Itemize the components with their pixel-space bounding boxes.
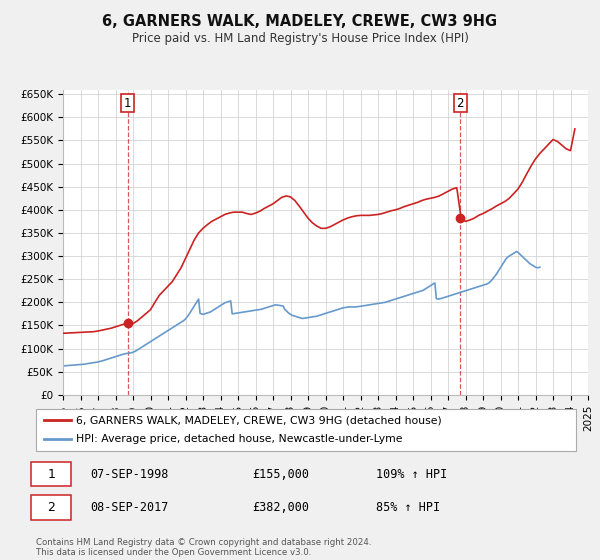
FancyBboxPatch shape — [36, 409, 576, 451]
Text: 2: 2 — [47, 501, 55, 514]
FancyBboxPatch shape — [31, 462, 71, 486]
Text: Price paid vs. HM Land Registry's House Price Index (HPI): Price paid vs. HM Land Registry's House … — [131, 32, 469, 45]
Text: £382,000: £382,000 — [252, 501, 309, 514]
Text: HPI: Average price, detached house, Newcastle-under-Lyme: HPI: Average price, detached house, Newc… — [77, 435, 403, 445]
Text: £155,000: £155,000 — [252, 468, 309, 480]
Text: Contains HM Land Registry data © Crown copyright and database right 2024.
This d: Contains HM Land Registry data © Crown c… — [36, 538, 371, 557]
Text: 85% ↑ HPI: 85% ↑ HPI — [376, 501, 440, 514]
Text: 109% ↑ HPI: 109% ↑ HPI — [376, 468, 448, 480]
Text: 2: 2 — [457, 96, 464, 110]
Text: 6, GARNERS WALK, MADELEY, CREWE, CW3 9HG (detached house): 6, GARNERS WALK, MADELEY, CREWE, CW3 9HG… — [77, 415, 442, 425]
Text: 6, GARNERS WALK, MADELEY, CREWE, CW3 9HG: 6, GARNERS WALK, MADELEY, CREWE, CW3 9HG — [103, 14, 497, 29]
Text: 07-SEP-1998: 07-SEP-1998 — [90, 468, 169, 480]
Text: 1: 1 — [124, 96, 131, 110]
FancyBboxPatch shape — [31, 495, 71, 520]
Text: 08-SEP-2017: 08-SEP-2017 — [90, 501, 169, 514]
Text: 1: 1 — [47, 468, 55, 480]
